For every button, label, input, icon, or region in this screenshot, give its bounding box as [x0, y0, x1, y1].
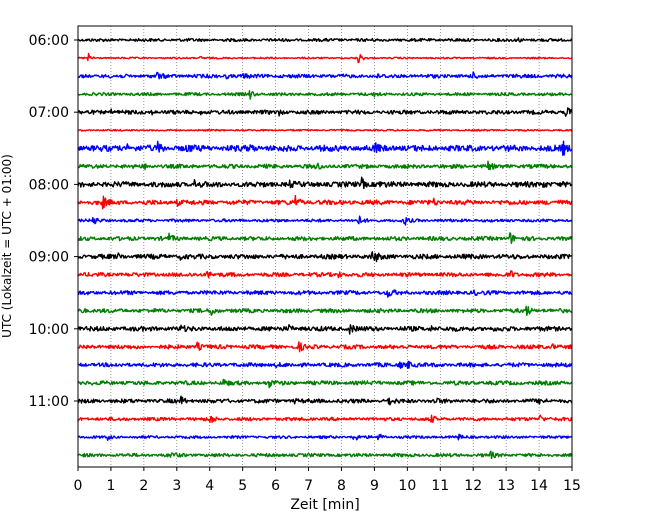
- trace-0745: [77, 160, 573, 171]
- x-tick-label: 8: [337, 478, 346, 494]
- x-tick-label: 15: [563, 478, 581, 494]
- trace-0730: [77, 140, 573, 156]
- trace-1130: [77, 433, 573, 442]
- trace-0645: [77, 90, 573, 100]
- x-axis-ticks: 0 1 2 3 4 5 6 7 8 9 10 11 12 13 14 15: [74, 467, 581, 494]
- trace-1115: [77, 414, 573, 424]
- trace-1030: [77, 360, 573, 369]
- x-axis-label: Zeit [min]: [290, 497, 359, 513]
- x-tick-label: 13: [497, 478, 515, 494]
- x-tick-label: 0: [74, 478, 83, 494]
- trace-0630: [77, 71, 573, 80]
- trace-0615: [77, 52, 573, 64]
- trace-1045: [77, 378, 573, 389]
- trace-0845: [77, 232, 573, 245]
- trace-0600: [77, 37, 573, 43]
- x-tick-label: 7: [304, 478, 313, 494]
- trace-0715: [77, 128, 573, 132]
- y-tick-label: 09:00: [29, 250, 69, 266]
- y-tick-label: 11:00: [29, 394, 69, 410]
- trace-0900: [77, 251, 573, 263]
- x-tick-label: 6: [271, 478, 280, 494]
- x-tick-label: 11: [431, 478, 449, 494]
- plot-frame: [77, 25, 573, 468]
- y-tick-label: 08:00: [29, 177, 69, 193]
- trace-0800: [77, 176, 573, 190]
- x-tick-label: 9: [370, 478, 379, 494]
- trace-0830: [77, 215, 573, 226]
- y-axis-label: UTC (Lokalzeit = UTC + 01:00): [0, 154, 14, 338]
- trace-1100: [77, 395, 573, 406]
- trace-1000: [77, 324, 573, 335]
- x-tick-label: 4: [205, 478, 214, 494]
- y-tick-label: 07:00: [29, 105, 69, 121]
- trace-1145: [77, 450, 573, 460]
- x-tick-label: 10: [398, 478, 416, 494]
- trace-0945: [77, 305, 573, 317]
- x-tick-label: 2: [139, 478, 148, 494]
- trace-0815: [77, 194, 573, 210]
- x-tick-label: 5: [238, 478, 247, 494]
- trace-0700: [77, 107, 573, 117]
- y-axis-ticks: 06:00 07:00 08:00 09:00 10:00 11:00: [29, 33, 78, 410]
- trace-0915: [77, 270, 573, 279]
- y-tick-label: 06:00: [29, 33, 69, 49]
- x-tick-label: 14: [530, 478, 548, 494]
- trace-1015: [77, 341, 573, 353]
- x-tick-label: 1: [106, 478, 115, 494]
- trace-0930: [77, 289, 573, 298]
- y-tick-label: 10:00: [29, 322, 69, 338]
- x-tick-label: 3: [172, 478, 181, 494]
- x-tick-label: 12: [464, 478, 482, 494]
- seismogram-traces: [77, 37, 573, 460]
